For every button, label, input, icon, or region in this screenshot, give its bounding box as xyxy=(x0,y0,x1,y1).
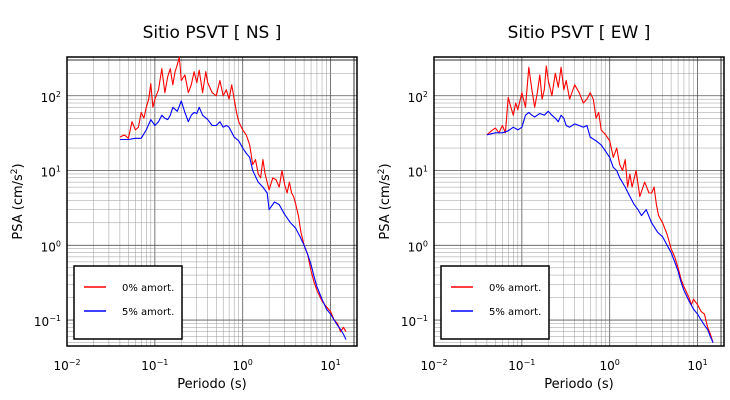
y-axis-label: PSA (cm/s2) xyxy=(377,163,393,239)
x-tick-label: 101 xyxy=(687,358,707,373)
chart-title: Sitio PSVT [ NS ] xyxy=(143,23,282,43)
legend-label: 0% amort. xyxy=(489,283,541,294)
legend: 0% amort. 5% amort. xyxy=(440,265,550,340)
y-tick-label: 101 xyxy=(408,165,428,180)
series-line-amort-0 xyxy=(119,56,347,333)
x-tick-label: 10−2 xyxy=(53,358,80,373)
series-line-amort-0 xyxy=(486,65,714,343)
y-tick-label: 100 xyxy=(41,239,61,254)
y-tick-label: 10−1 xyxy=(34,314,61,329)
grid xyxy=(433,57,725,346)
legend-label: 5% amort. xyxy=(489,307,541,318)
plot-frame xyxy=(66,56,358,347)
x-tick-label: 100 xyxy=(233,358,253,373)
chart-title: Sitio PSVT [ EW ] xyxy=(508,23,651,43)
y-tick-label: 100 xyxy=(408,239,428,254)
x-tick-label: 10−2 xyxy=(420,358,447,373)
x-tick-label: 101 xyxy=(320,358,340,373)
legend: 0% amort. 5% amort. xyxy=(73,265,183,340)
x-tick-label: 100 xyxy=(600,358,620,373)
grid xyxy=(66,57,358,346)
legend-box xyxy=(73,265,183,340)
series-line-amort-5 xyxy=(486,110,714,343)
chart-panel-1: 10−2 10−1 100 101 10−1 100 101 102 Sitio PSVT [ … xyxy=(10,23,358,392)
y-tick-label: 101 xyxy=(41,165,61,180)
series-line-amort-5 xyxy=(119,100,347,340)
x-axis-label: Periodo (s) xyxy=(544,377,614,392)
legend-label: 0% amort. xyxy=(122,283,174,294)
x-tick-label: 10−1 xyxy=(508,358,535,373)
plot-frame xyxy=(433,56,725,347)
chart-panel-2: 10−2 10−1 100 101 10−1 100 101 102 Sitio PSVT [ … xyxy=(377,23,725,392)
legend-box xyxy=(440,265,550,340)
y-axis-label: PSA (cm/s2) xyxy=(10,163,26,239)
x-tick-label: 10−1 xyxy=(141,358,168,373)
y-tick-label: 10−1 xyxy=(401,314,428,329)
x-axis-label: Periodo (s) xyxy=(177,377,247,392)
y-tick-label: 102 xyxy=(41,90,61,105)
legend-label: 5% amort. xyxy=(122,307,174,318)
y-tick-label: 102 xyxy=(408,90,428,105)
